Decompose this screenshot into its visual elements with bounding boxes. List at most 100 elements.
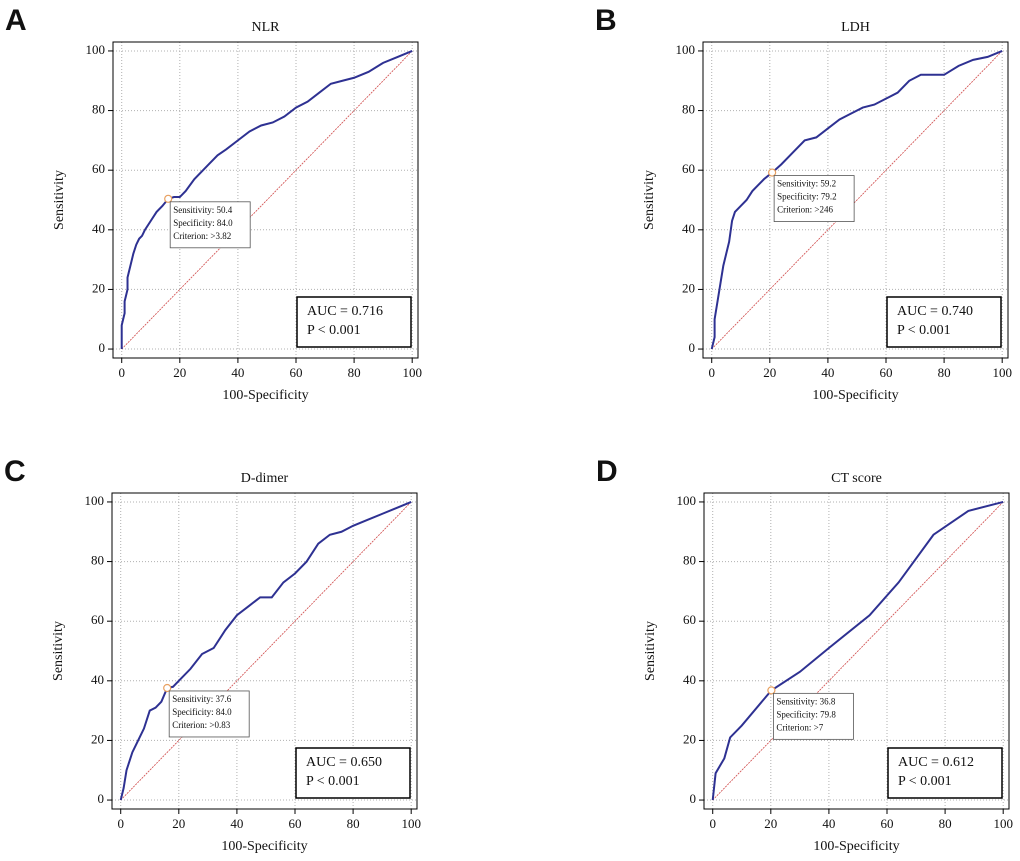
x-axis-label: 100-Specificity <box>812 388 898 403</box>
y-tick-label: 0 <box>98 791 105 806</box>
stats-text: AUC = 0.716 <box>307 304 383 319</box>
roc-curve <box>119 501 412 801</box>
panel-label: C <box>4 455 26 488</box>
criterion-text: Criterion: >0.83 <box>172 720 231 730</box>
stats-box <box>295 747 411 799</box>
criterion-text: Specificity: 84.0 <box>173 218 233 228</box>
criterion-point <box>767 686 776 695</box>
x-tick-label: 0 <box>708 365 715 380</box>
y-tick-label: 100 <box>85 493 105 508</box>
x-tick-label: 0 <box>117 816 124 831</box>
x-tick-label: 40 <box>821 365 834 380</box>
stats-box <box>296 296 412 348</box>
y-tick-label: 80 <box>683 553 696 568</box>
plot-frame <box>703 492 1010 810</box>
y-tick-label: 20 <box>92 280 105 295</box>
roc-curve <box>120 50 413 350</box>
stats-text: P < 0.001 <box>897 323 951 338</box>
x-tick-label: 60 <box>289 816 302 831</box>
y-tick-label: 20 <box>91 731 104 746</box>
stats-text: AUC = 0.650 <box>306 755 382 770</box>
y-tick-label: 60 <box>682 161 695 176</box>
criterion-text: Criterion: >3.82 <box>173 231 231 241</box>
criterion-text: Specificity: 84.0 <box>172 707 232 717</box>
x-tick-label: 20 <box>764 816 777 831</box>
y-tick-label: 80 <box>92 102 105 117</box>
y-tick-label: 40 <box>91 672 104 687</box>
criterion-text: Specificity: 79.8 <box>776 709 836 719</box>
x-tick-label: 40 <box>230 816 243 831</box>
x-tick-label: 60 <box>881 816 894 831</box>
y-tick-label: 60 <box>683 612 696 627</box>
y-tick-label: 20 <box>682 280 695 295</box>
stats-text: P < 0.001 <box>898 774 952 789</box>
y-tick-label: 60 <box>91 612 104 627</box>
x-tick-label: 80 <box>348 365 361 380</box>
reference-line <box>120 501 412 801</box>
x-tick-label: 40 <box>822 816 835 831</box>
criterion-point <box>164 194 173 203</box>
x-tick-label: 80 <box>939 816 952 831</box>
stats-text: AUC = 0.740 <box>897 304 973 319</box>
stats-text: P < 0.001 <box>307 323 361 338</box>
y-axis-label: Sensitivity <box>52 170 67 230</box>
x-tick-label: 0 <box>118 365 125 380</box>
criterion-box <box>772 692 854 740</box>
x-tick-label: 60 <box>880 365 893 380</box>
roc-curve <box>710 50 1003 350</box>
stats-text: P < 0.001 <box>306 774 360 789</box>
chart-title: NLR <box>252 20 281 35</box>
reference-line <box>712 501 1004 801</box>
stats-box <box>887 747 1003 799</box>
chart-title: D-dimer <box>241 471 289 486</box>
panel-label: B <box>595 4 617 37</box>
stats-box <box>886 296 1002 348</box>
criterion-text: Specificity: 79.2 <box>777 192 837 202</box>
criterion-box <box>168 690 250 738</box>
y-tick-label: 80 <box>91 553 104 568</box>
y-tick-label: 0 <box>690 791 697 806</box>
x-tick-label: 100 <box>992 365 1012 380</box>
criterion-point <box>768 168 777 177</box>
panel-label: D <box>596 455 618 488</box>
x-tick-label: 60 <box>290 365 303 380</box>
y-tick-label: 0 <box>689 340 696 355</box>
reference-line <box>121 50 413 350</box>
x-axis-label: 100-Specificity <box>222 388 308 403</box>
chart-title: CT score <box>831 471 882 486</box>
y-tick-label: 100 <box>677 493 697 508</box>
criterion-text: Criterion: >7 <box>776 722 823 732</box>
x-tick-label: 80 <box>347 816 360 831</box>
reference-line <box>711 50 1003 350</box>
criterion-point <box>163 683 172 693</box>
x-tick-label: 20 <box>173 365 186 380</box>
y-axis-label: Sensitivity <box>642 170 657 230</box>
y-tick-label: 40 <box>683 672 696 687</box>
plot-frame <box>111 492 418 810</box>
y-tick-label: 0 <box>99 340 106 355</box>
criterion-text: Criterion: >246 <box>777 205 833 215</box>
x-tick-label: 100 <box>993 816 1013 831</box>
criterion-box <box>773 175 855 222</box>
x-axis-label: 100-Specificity <box>813 839 899 854</box>
plot-frame <box>112 41 419 359</box>
y-axis-label: Sensitivity <box>643 621 658 681</box>
criterion-text: Sensitivity: 37.6 <box>172 694 232 704</box>
y-tick-label: 100 <box>86 42 106 57</box>
criterion-text: Sensitivity: 59.2 <box>777 179 836 189</box>
y-tick-label: 100 <box>676 42 696 57</box>
criterion-text: Sensitivity: 36.8 <box>776 696 836 706</box>
y-tick-label: 20 <box>683 731 696 746</box>
criterion-text: Sensitivity: 50.4 <box>173 205 233 215</box>
y-axis-label: Sensitivity <box>51 621 66 681</box>
panel-label: A <box>5 4 27 37</box>
roc-curve <box>711 500 1004 801</box>
x-tick-label: 100 <box>401 816 421 831</box>
y-tick-label: 40 <box>92 221 105 236</box>
x-axis-label: 100-Specificity <box>221 839 307 854</box>
x-tick-label: 80 <box>938 365 951 380</box>
x-tick-label: 20 <box>172 816 185 831</box>
y-tick-label: 40 <box>682 221 695 236</box>
x-tick-label: 100 <box>402 365 422 380</box>
